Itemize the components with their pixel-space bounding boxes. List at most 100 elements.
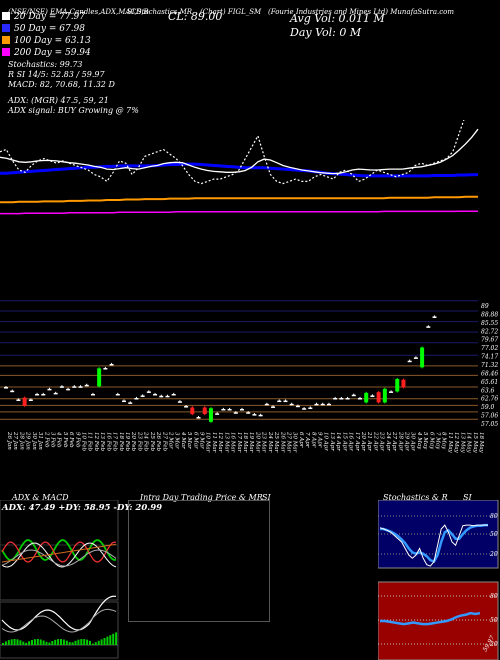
date-tick-label: 2 Mar xyxy=(167,431,173,449)
candle-body xyxy=(35,393,40,396)
candle-body xyxy=(190,407,195,415)
date-tick-label: 14 Apr xyxy=(335,432,341,451)
rsi-level-label: 50 xyxy=(490,617,498,624)
candle-body xyxy=(227,408,232,411)
candle-body xyxy=(153,393,158,396)
date-tick-label: 2 Feb xyxy=(43,431,49,448)
legend-item-50: 50 Day = 67.98 xyxy=(2,24,91,36)
date-tick-label: 26 Mar xyxy=(279,431,285,453)
date-tick-label: 7 Apr xyxy=(304,432,310,448)
date-tick-label: 24 Mar xyxy=(267,431,273,453)
candle-body xyxy=(122,400,126,403)
adx-value: ADX: (MGR) 47.5, 59, 21 xyxy=(8,96,109,105)
date-tick-label: 27 Apr xyxy=(391,431,397,451)
date-tick-label: 13 Mar xyxy=(223,432,229,453)
candle-body xyxy=(314,403,319,406)
chart-meta-1: (NSE/NSE) EMA,Candles,ADX,MACD,R xyxy=(8,8,149,16)
date-tick-label: 27 Feb xyxy=(161,431,167,452)
candle-body xyxy=(376,392,381,403)
date-tick-label: 13 Apr xyxy=(329,432,335,451)
candle-body xyxy=(90,393,95,396)
macd-histogram-bar xyxy=(109,635,112,645)
ema-legend: 20 Day = 77.97 50 Day = 67.98 100 Day = … xyxy=(2,12,91,60)
date-tick-label: 6 Mar xyxy=(192,432,198,449)
date-tick-label: 30 Mar xyxy=(292,432,298,453)
stoch-level-label: 80 xyxy=(490,513,498,520)
legend-item-20: 20 Day = 77.97 xyxy=(2,12,91,24)
price-tick-label: 59.0 xyxy=(481,404,495,411)
candle-body xyxy=(326,403,331,406)
date-tick-label: 18 Feb xyxy=(118,432,124,452)
candle-body xyxy=(401,379,406,388)
macd-histogram-bar xyxy=(10,639,13,645)
rsi-level-label: 80 xyxy=(490,593,498,600)
candle-body xyxy=(413,357,418,359)
macd-histogram-bar xyxy=(86,639,89,645)
date-tick-label: 24 Apr xyxy=(385,431,391,451)
date-tick-label: 30 Jan xyxy=(31,432,37,450)
plus-di-line xyxy=(1,539,117,561)
candle-body xyxy=(22,397,27,407)
date-tick-label: 11 Feb xyxy=(87,432,93,452)
date-tick-label: 18 May xyxy=(478,432,484,454)
date-tick-label: 5 May xyxy=(422,432,428,450)
date-axis: 26 Jan 27 Jan 28 Jan 29 Jan 30 Jan 31 Jan 2 Fe… xyxy=(6,431,484,454)
macd-histogram-bar xyxy=(60,639,62,645)
candle-body xyxy=(109,364,114,366)
macd-histogram-bar xyxy=(2,643,4,645)
date-tick-label: 4 Feb xyxy=(56,431,62,448)
avg-volume: Avg Vol: 0.011 M xyxy=(290,12,385,25)
chart-meta-4: (Fourie Industries and Mines Ltd) Munafa… xyxy=(268,8,455,16)
date-tick-label: 26 Feb xyxy=(155,431,161,452)
macd-histogram-bar xyxy=(16,639,19,645)
macd-histogram-bar xyxy=(71,642,74,645)
macd-histogram-bar xyxy=(97,640,100,645)
macd-histogram-bar xyxy=(33,639,36,645)
legend-swatch xyxy=(2,12,10,20)
candle-body xyxy=(258,414,263,417)
stoch-k-line xyxy=(379,524,488,567)
candle-body xyxy=(395,378,400,392)
candle-body xyxy=(84,384,89,387)
candle-body xyxy=(221,408,226,411)
candle-body xyxy=(382,388,387,403)
rsi-line xyxy=(380,611,481,626)
candle-body xyxy=(252,414,257,416)
adx-panel xyxy=(0,500,119,659)
macd-histogram-bar xyxy=(19,640,22,645)
macd-histogram-bar xyxy=(51,641,54,645)
date-tick-label: 3 Feb xyxy=(49,432,55,448)
candle-body xyxy=(370,395,375,397)
indicator-summary: Stochastics: 99.73 R SI 14/5: 52.83 / 59… xyxy=(8,60,139,116)
date-tick-label: 16 Mar xyxy=(230,432,236,453)
date-tick-label: 19 Mar xyxy=(248,432,254,453)
price-tick-label: 79.67 xyxy=(481,337,498,344)
date-tick-label: 20 Mar xyxy=(254,431,260,453)
date-tick-label: 5 Mar xyxy=(186,432,192,449)
candle-body xyxy=(345,398,350,400)
candle-body xyxy=(171,393,176,396)
candle-body xyxy=(28,399,33,401)
macd-histogram-bar xyxy=(112,633,115,645)
date-tick-label: 27 Mar xyxy=(285,431,291,453)
macd-histogram-bar xyxy=(22,641,25,645)
date-tick-label: 20 Feb xyxy=(130,431,136,452)
rsi-value: R SI 14/5: 52.83 / 59.97 xyxy=(8,70,105,79)
candle-body xyxy=(295,405,300,408)
date-tick-label: 14 May xyxy=(466,432,472,454)
date-tick-label: 7 May xyxy=(435,432,441,450)
candle-body xyxy=(215,413,220,415)
date-tick-label: 17 Mar xyxy=(236,432,242,453)
candle-body xyxy=(283,400,288,403)
date-tick-label: 29 Apr xyxy=(403,431,409,451)
macd-histogram-bar xyxy=(62,639,65,645)
candle-body xyxy=(208,408,213,422)
date-tick-label: 3 Mar xyxy=(174,432,180,449)
macd-histogram-bar xyxy=(100,639,103,645)
candle-body xyxy=(351,394,356,397)
intraday-panel xyxy=(128,500,270,622)
macd-histogram-bar xyxy=(31,639,33,645)
candle-body xyxy=(289,403,294,406)
date-tick-label: 26 Jan xyxy=(6,431,12,450)
